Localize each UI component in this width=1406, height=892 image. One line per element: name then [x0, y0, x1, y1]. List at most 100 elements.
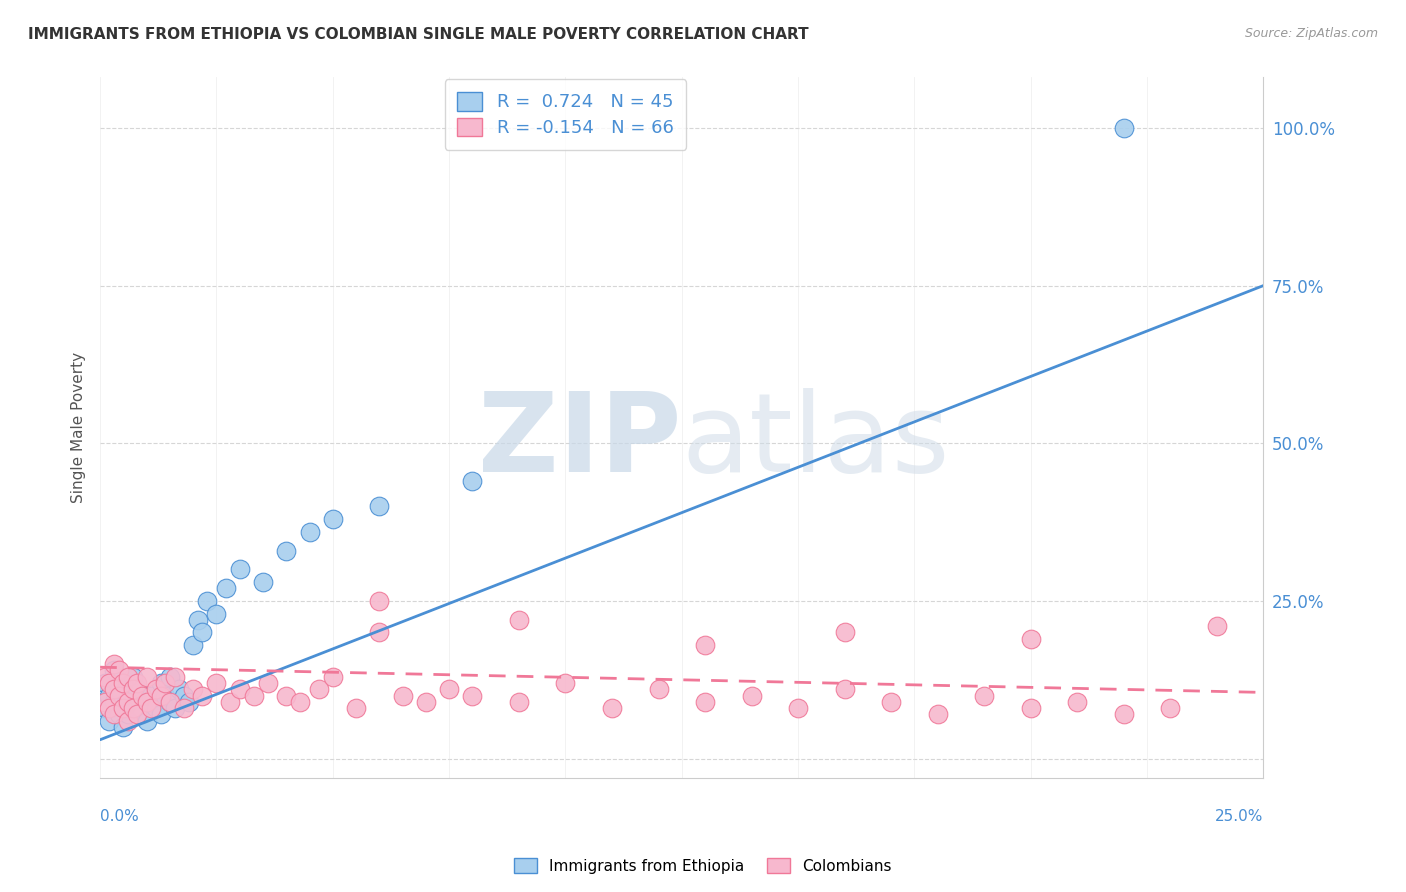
- Point: [159, 695, 181, 709]
- Point: [647, 682, 669, 697]
- Point: [205, 676, 228, 690]
- Point: [508, 695, 530, 709]
- Point: [107, 689, 129, 703]
- Point: [195, 594, 218, 608]
- Point: [344, 701, 367, 715]
- Point: [298, 524, 321, 539]
- Point: [600, 701, 623, 715]
- Point: [145, 701, 167, 715]
- Point: [741, 689, 763, 703]
- Point: [181, 638, 204, 652]
- Point: [127, 701, 149, 715]
- Text: ZIP: ZIP: [478, 388, 682, 495]
- Point: [163, 670, 186, 684]
- Point: [127, 676, 149, 690]
- Point: [229, 562, 252, 576]
- Point: [693, 638, 716, 652]
- Point: [121, 695, 143, 709]
- Point: [177, 695, 200, 709]
- Point: [141, 689, 163, 703]
- Point: [322, 512, 344, 526]
- Point: [1112, 707, 1135, 722]
- Point: [131, 689, 153, 703]
- Point: [787, 701, 810, 715]
- Point: [155, 676, 177, 690]
- Point: [112, 676, 135, 690]
- Point: [276, 689, 298, 703]
- Point: [112, 676, 135, 690]
- Point: [149, 689, 172, 703]
- Point: [117, 714, 139, 728]
- Point: [159, 695, 181, 709]
- Point: [880, 695, 903, 709]
- Point: [1066, 695, 1088, 709]
- Point: [107, 707, 129, 722]
- Point: [141, 701, 163, 715]
- Point: [215, 582, 238, 596]
- Point: [127, 682, 149, 697]
- Point: [973, 689, 995, 703]
- Point: [256, 676, 278, 690]
- Point: [149, 676, 172, 690]
- Point: [219, 695, 242, 709]
- Point: [187, 613, 209, 627]
- Point: [461, 474, 484, 488]
- Point: [834, 625, 856, 640]
- Point: [98, 676, 121, 690]
- Point: [1112, 120, 1135, 135]
- Point: [94, 670, 117, 684]
- Point: [163, 701, 186, 715]
- Text: 0.0%: 0.0%: [100, 809, 139, 824]
- Point: [368, 625, 391, 640]
- Point: [368, 500, 391, 514]
- Point: [1019, 701, 1042, 715]
- Point: [229, 682, 252, 697]
- Y-axis label: Single Male Poverty: Single Male Poverty: [72, 352, 86, 503]
- Point: [103, 657, 125, 671]
- Point: [167, 682, 190, 697]
- Point: [103, 682, 125, 697]
- Point: [173, 689, 195, 703]
- Text: 25.0%: 25.0%: [1215, 809, 1264, 824]
- Point: [159, 670, 181, 684]
- Point: [173, 701, 195, 715]
- Point: [322, 670, 344, 684]
- Point: [205, 607, 228, 621]
- Point: [98, 689, 121, 703]
- Legend: Immigrants from Ethiopia, Colombians: Immigrants from Ethiopia, Colombians: [508, 852, 898, 880]
- Point: [155, 689, 177, 703]
- Legend: R =  0.724   N = 45, R = -0.154   N = 66: R = 0.724 N = 45, R = -0.154 N = 66: [444, 79, 686, 150]
- Point: [94, 695, 117, 709]
- Point: [131, 707, 153, 722]
- Point: [308, 682, 330, 697]
- Point: [834, 682, 856, 697]
- Point: [112, 720, 135, 734]
- Point: [191, 689, 214, 703]
- Point: [121, 670, 143, 684]
- Point: [117, 670, 139, 684]
- Point: [1159, 701, 1181, 715]
- Point: [121, 682, 143, 697]
- Point: [135, 714, 157, 728]
- Point: [127, 707, 149, 722]
- Text: Source: ZipAtlas.com: Source: ZipAtlas.com: [1244, 27, 1378, 40]
- Point: [242, 689, 264, 703]
- Point: [693, 695, 716, 709]
- Point: [94, 676, 117, 690]
- Point: [103, 707, 125, 722]
- Point: [437, 682, 460, 697]
- Point: [554, 676, 576, 690]
- Point: [117, 707, 139, 722]
- Point: [117, 689, 139, 703]
- Point: [145, 682, 167, 697]
- Point: [103, 695, 125, 709]
- Point: [112, 701, 135, 715]
- Point: [107, 682, 129, 697]
- Point: [117, 695, 139, 709]
- Point: [415, 695, 437, 709]
- Point: [135, 670, 157, 684]
- Point: [1206, 619, 1229, 633]
- Point: [135, 695, 157, 709]
- Point: [94, 701, 117, 715]
- Point: [112, 701, 135, 715]
